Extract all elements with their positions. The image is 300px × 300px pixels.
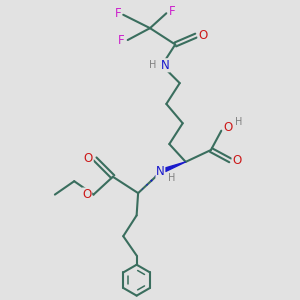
Text: H: H [168,173,176,183]
Text: O: O [84,152,93,165]
Text: N: N [156,165,165,178]
Text: O: O [232,154,242,167]
Text: H: H [236,117,243,128]
Text: O: O [82,188,91,201]
Text: F: F [115,7,121,20]
Text: N: N [161,59,170,72]
Text: F: F [168,5,175,18]
Text: O: O [198,29,207,42]
Text: O: O [223,121,232,134]
Text: H: H [149,60,157,70]
Polygon shape [164,162,186,172]
Text: F: F [118,34,124,46]
